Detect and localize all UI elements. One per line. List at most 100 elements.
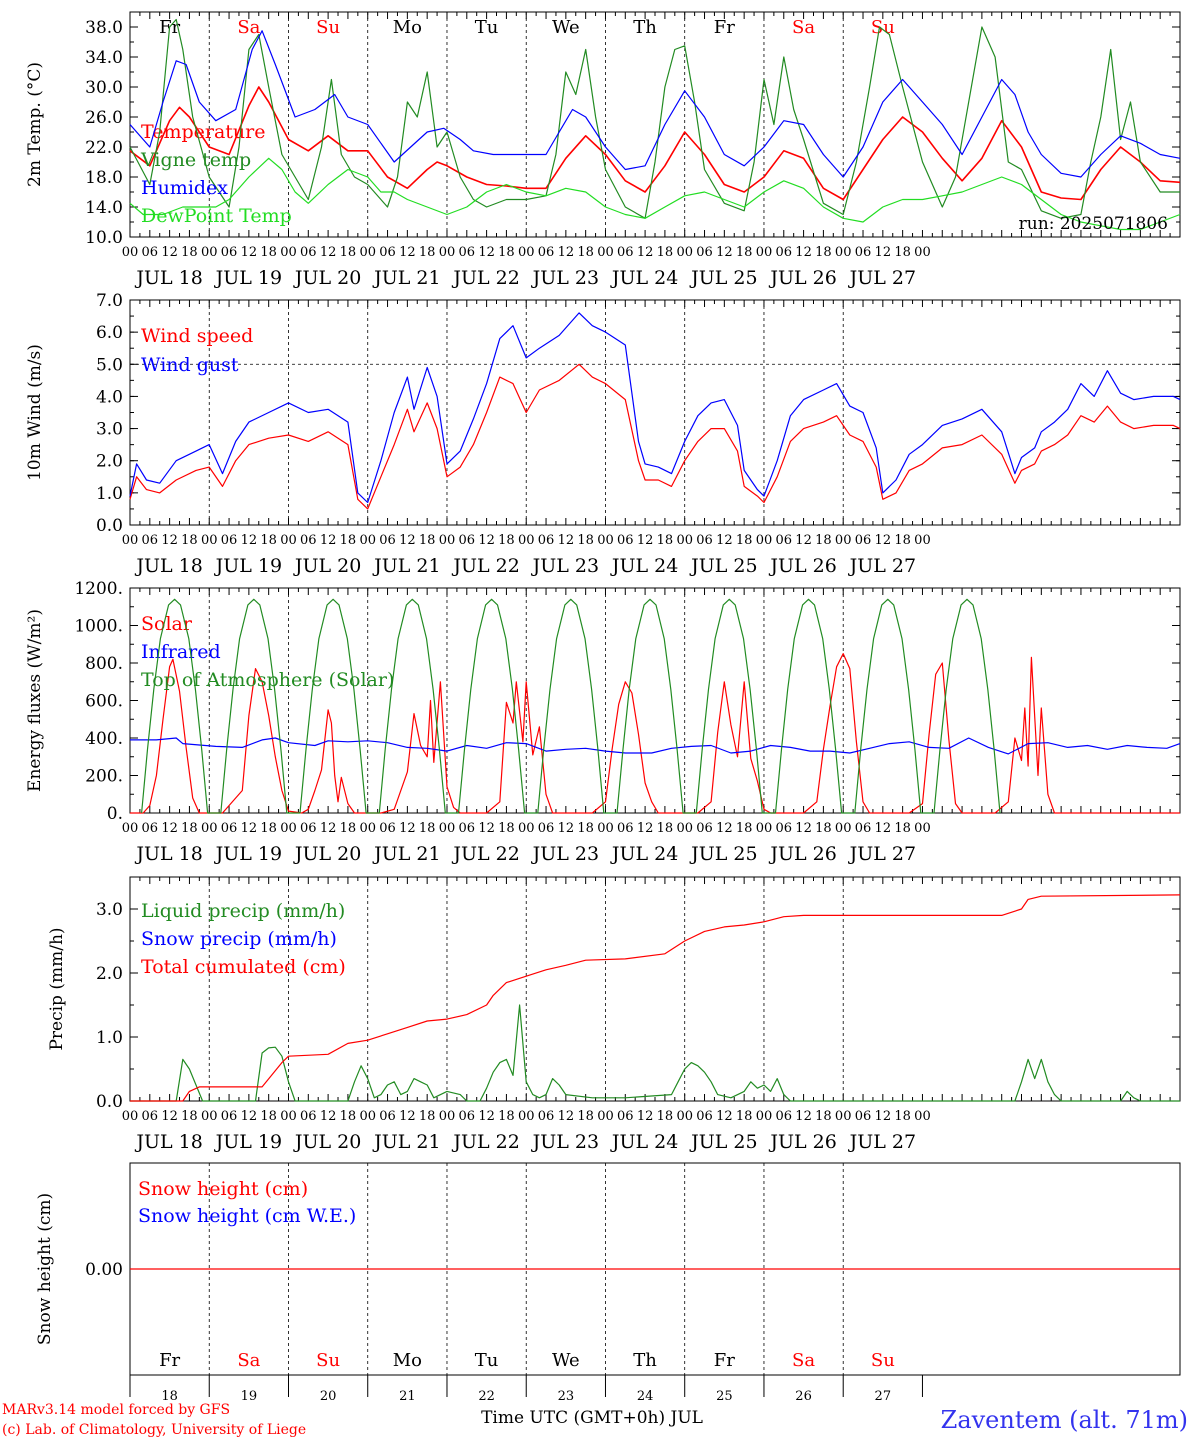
weekday-label: Sa	[792, 1350, 815, 1371]
legend-entry: Top of Atmosphere (Solar)	[141, 669, 394, 691]
hour-tick-label: 18	[260, 245, 277, 260]
hour-tick-label: 00	[914, 533, 931, 548]
y-tick-label: 26.0	[85, 108, 123, 128]
date-label: JUL 22	[451, 1131, 519, 1153]
date-label: JUL 26	[768, 555, 836, 577]
hour-tick-label: 00	[597, 245, 614, 260]
hour-tick-label: 06	[776, 245, 793, 260]
hour-tick-label: 00	[914, 1109, 931, 1124]
hour-tick-label: 00	[122, 1109, 139, 1124]
date-label: JUL 25	[689, 843, 757, 865]
hour-tick-label: 18	[815, 821, 832, 836]
hour-tick-label: 12	[795, 821, 812, 836]
hour-tick-label: 00	[914, 245, 931, 260]
hour-tick-label: 06	[459, 1109, 476, 1124]
hour-tick-label: 12	[320, 1109, 337, 1124]
hour-tick-label: 00	[201, 245, 218, 260]
weekday-label: We	[552, 17, 580, 38]
hour-tick-label: 06	[459, 821, 476, 836]
hour-tick-label: 18	[181, 245, 198, 260]
hour-tick-label: 06	[617, 821, 634, 836]
legend-entry: DewPoint Temp	[141, 205, 292, 227]
hour-tick-label: 12	[399, 1109, 416, 1124]
hour-tick-label: 12	[241, 245, 258, 260]
hour-tick-label: 06	[379, 1109, 396, 1124]
day-number-label: 22	[478, 1389, 495, 1404]
hour-tick-label: 18	[498, 245, 515, 260]
hour-tick-label: 18	[340, 1109, 357, 1124]
hour-tick-label: 18	[181, 1109, 198, 1124]
y-tick-label: 5.0	[96, 355, 123, 375]
hour-tick-label: 18	[815, 1109, 832, 1124]
panel-temperature: 10.0 14.0 18.0 22.0 26.0 30.0 34.0 38.0 2m Temp.…	[25, 11, 1181, 289]
legend-entry: Wind gust	[141, 354, 239, 376]
hour-tick-label: 12	[399, 821, 416, 836]
y-tick-label: 3.0	[96, 900, 123, 920]
y-tick-label: 0.0	[96, 1092, 123, 1112]
hour-tick-label: 12	[478, 533, 495, 548]
hour-tick-label: 12	[875, 245, 892, 260]
date-label: JUL 27	[848, 267, 916, 289]
hour-tick-label: 12	[320, 533, 337, 548]
hour-tick-label: 06	[855, 1109, 872, 1124]
hour-tick-label: 18	[498, 1109, 515, 1124]
hour-tick-label: 06	[221, 245, 238, 260]
hour-tick-label: 06	[855, 821, 872, 836]
hour-tick-label: 18	[736, 821, 753, 836]
hour-tick-label: 00	[756, 533, 773, 548]
legend-entry: Wind speed	[141, 325, 253, 347]
date-label: JUL 21	[372, 555, 440, 577]
hour-tick-label: 06	[617, 245, 634, 260]
hour-tick-label: 18	[181, 821, 198, 836]
day-number-label: 21	[399, 1389, 416, 1404]
date-label: JUL 27	[848, 555, 916, 577]
hour-tick-label: 06	[300, 245, 317, 260]
date-label: JUL 19	[214, 843, 282, 865]
day-number-label: 18	[161, 1389, 178, 1404]
hour-tick-label: 12	[558, 533, 575, 548]
hour-tick-label: 18	[419, 533, 436, 548]
day-number-label: 25	[716, 1389, 733, 1404]
hour-tick-label: 00	[835, 821, 852, 836]
date-label: JUL 19	[214, 555, 282, 577]
y-axis-label: Energy fluxes (W/m²)	[25, 609, 45, 792]
date-label: JUL 24	[610, 1131, 678, 1153]
legend-entry: Total cumulated (cm)	[141, 956, 346, 978]
hour-tick-label: 12	[716, 245, 733, 260]
date-label: JUL 26	[768, 267, 836, 289]
date-label: JUL 20	[293, 267, 361, 289]
series-line-liquid-precip-mm-h-	[130, 1004, 1180, 1102]
hour-tick-label: 18	[577, 245, 594, 260]
hour-tick-label: 00	[201, 821, 218, 836]
legend-entry: Snow precip (mm/h)	[141, 928, 337, 950]
day-number-label: 24	[637, 1389, 654, 1404]
legend-entry: Humidex	[141, 177, 228, 199]
hour-tick-label: 18	[419, 821, 436, 836]
hour-tick-label: 12	[795, 1109, 812, 1124]
date-label: JUL 24	[610, 555, 678, 577]
hour-tick-label: 06	[142, 533, 159, 548]
hour-tick-label: 18	[260, 821, 277, 836]
hour-tick-label: 06	[776, 821, 793, 836]
hour-tick-label: 12	[875, 1109, 892, 1124]
hour-tick-label: 00	[914, 821, 931, 836]
hour-tick-label: 18	[181, 533, 198, 548]
y-tick-label: 400.	[85, 729, 123, 749]
date-label: JUL 25	[689, 555, 757, 577]
hour-tick-label: 00	[201, 533, 218, 548]
hour-tick-label: 06	[538, 1109, 555, 1124]
hour-tick-label: 18	[894, 533, 911, 548]
hour-tick-label: 00	[676, 245, 693, 260]
day-number-label: 27	[875, 1389, 892, 1404]
hour-tick-label: 18	[498, 533, 515, 548]
hour-tick-label: 18	[340, 245, 357, 260]
y-tick-label: 38.0	[85, 18, 123, 38]
day-number-label: 20	[320, 1389, 337, 1404]
day-number-label: 26	[795, 1389, 812, 1404]
date-label: JUL 18	[134, 267, 202, 289]
weekday-label: Su	[316, 1350, 340, 1371]
hour-tick-label: 00	[597, 1109, 614, 1124]
station-label: Zaventem (alt. 71m)	[941, 1406, 1188, 1434]
